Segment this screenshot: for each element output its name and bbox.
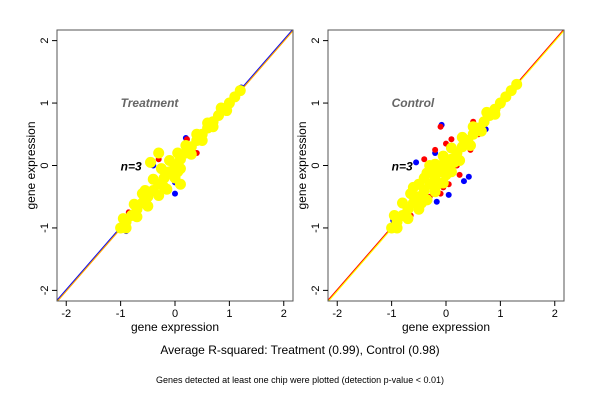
data-point (489, 108, 501, 120)
data-point (396, 197, 408, 209)
plot-area (328, 30, 564, 301)
data-point (391, 222, 403, 234)
data-point (460, 178, 467, 185)
data-point (153, 147, 165, 159)
data-point (153, 189, 165, 201)
x-tick-label: 2 (552, 308, 558, 320)
x-axis-label: gene expression (131, 320, 219, 334)
data-point (424, 160, 436, 171)
data-point (432, 178, 444, 190)
data-point (465, 173, 472, 180)
data-point (432, 146, 439, 153)
x-tick-label: 0 (443, 308, 449, 320)
data-point (511, 78, 523, 90)
y-tick-label: -2 (39, 285, 51, 295)
data-point (433, 198, 440, 205)
data-point (456, 131, 468, 143)
data-point (448, 156, 460, 168)
footnote: Genes detected at least one chip were pl… (156, 375, 444, 385)
data-point (180, 140, 192, 152)
data-point (117, 213, 129, 225)
x-tick-label: 1 (497, 308, 503, 320)
group-label: Control (392, 96, 435, 110)
y-tick-label: -1 (310, 223, 322, 233)
y-tick-label: 2 (310, 38, 322, 44)
data-point (136, 188, 148, 200)
caption: Average R-squared: Treatment (0.99), Con… (160, 343, 439, 357)
y-tick-label: -1 (39, 223, 51, 233)
data-point (475, 125, 487, 137)
data-point (196, 135, 208, 147)
panel-control: -2 -1 0 1 2 -2 -1 0 1 2 gene expression gene expres… (295, 29, 565, 334)
data-point (402, 213, 414, 225)
data-point (456, 171, 463, 178)
data-point (467, 121, 479, 133)
y-tick-label: 2 (39, 38, 51, 44)
y-tick-label: 1 (39, 100, 51, 106)
data-point (234, 85, 246, 97)
y-tick-label: 0 (310, 162, 322, 168)
y-tick-label: -2 (310, 285, 322, 295)
data-point (172, 147, 184, 159)
data-point (418, 172, 430, 184)
data-point (413, 159, 420, 166)
x-tick-label: -1 (387, 308, 397, 320)
data-point (207, 121, 219, 133)
x-tick-label: 1 (226, 308, 232, 320)
y-tick-label: 0 (39, 162, 51, 168)
data-point (158, 181, 170, 193)
data-point (407, 181, 419, 193)
data-point (448, 136, 455, 143)
x-tick-label: 0 (172, 308, 178, 320)
data-point (131, 211, 143, 223)
data-point (147, 173, 159, 185)
data-point (445, 191, 452, 198)
data-point (416, 197, 428, 209)
panel-treatment: -2 -1 0 1 2 -2 -1 0 1 2 gene expression gene expres… (24, 29, 294, 334)
data-point (388, 209, 400, 221)
data-point (185, 148, 197, 160)
y-axis-label: gene expression (24, 121, 38, 209)
data-point (435, 160, 447, 171)
x-tick-label: -2 (332, 308, 342, 320)
x-axis-label: gene expression (402, 320, 490, 334)
data-point (421, 156, 428, 163)
n-label: n=3 (121, 160, 142, 174)
data-point (164, 155, 176, 167)
x-tick-label: -2 (61, 308, 71, 320)
data-point (120, 222, 132, 234)
x-tick-label: -1 (116, 308, 126, 320)
y-axis-label: gene expression (295, 121, 309, 209)
data-point (464, 140, 476, 152)
data-point (142, 200, 154, 212)
data-point (145, 156, 157, 168)
data-point (445, 142, 457, 154)
y-tick-label: 1 (310, 100, 322, 106)
data-point (440, 169, 452, 181)
data-point (174, 178, 186, 190)
data-point (437, 150, 449, 162)
data-point (172, 190, 178, 197)
data-point (128, 198, 140, 210)
plot-area (57, 30, 293, 301)
data-point (437, 123, 444, 130)
group-label: Treatment (121, 96, 180, 110)
x-tick-label: 2 (281, 308, 287, 320)
n-label: n=3 (392, 160, 413, 174)
data-point (155, 163, 167, 175)
data-point (221, 105, 233, 117)
data-point (172, 166, 184, 178)
